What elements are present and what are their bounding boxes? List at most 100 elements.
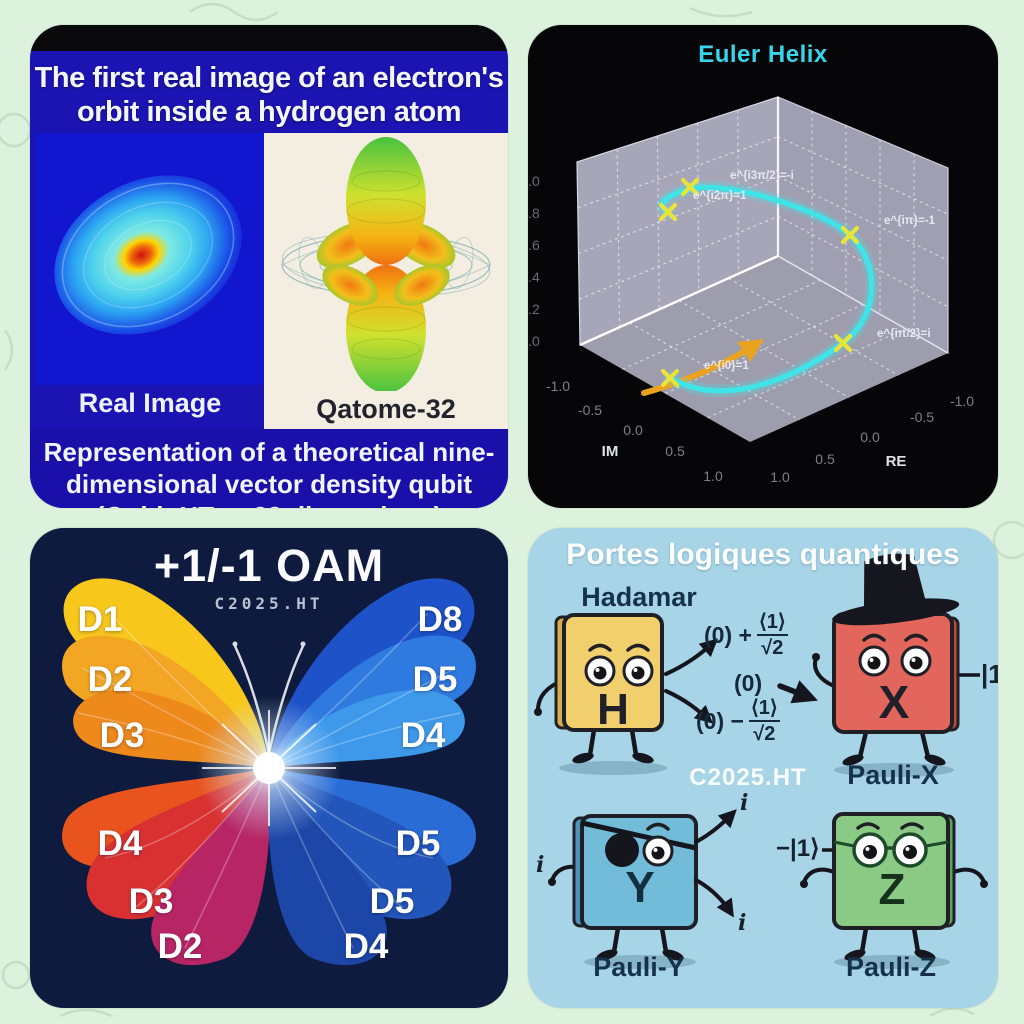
butterfly-title: +1/-1 OAM — [153, 540, 385, 591]
im-tick: -0.5 — [578, 402, 602, 418]
electron-caption: Representation of a theoretical nine- di… — [30, 429, 508, 508]
wing-label: D2 — [157, 927, 203, 966]
origin-arrow — [641, 339, 765, 396]
fraction: ⟨1⟩ √2 — [748, 698, 780, 745]
i-label: i — [738, 910, 746, 936]
wing-label: D5 — [412, 660, 458, 699]
pauli-z-gate-figure: Z — [800, 812, 988, 969]
orbital-lobe-top — [346, 137, 426, 265]
panel-euler-helix: Euler Helix — [528, 25, 998, 508]
electron-title-line1: The first real image of an electron's — [34, 62, 504, 94]
i-label: i — [740, 790, 748, 816]
euler-3d-plot: e^{i0}=1 e^{iπ/2}=i e^{iπ}=-1 e^{i3π/2}=… — [528, 96, 974, 485]
gates-watermark: C2025.HT — [689, 764, 807, 791]
wing-label: D1 — [77, 600, 123, 639]
eyepatch-strap — [581, 820, 697, 851]
equation-h-plus: (0) + ⟨1⟩ √2 — [704, 612, 788, 658]
gates-title: Portes logiques quantiques — [566, 538, 960, 571]
z-tick: 0.0 — [528, 333, 540, 349]
point-label-t360: e^{i2π}=1 — [693, 190, 747, 202]
real-image-label: Real Image — [78, 388, 222, 418]
fraction-denominator: √2 — [753, 723, 776, 745]
wing-label: D4 — [97, 824, 143, 863]
butterfly-image — [62, 578, 476, 966]
gates-cartoon: H — [534, 553, 988, 969]
z-axis-ticks: 1.0 0.8 0.6 0.4 0.2 0.0 — [528, 173, 540, 349]
x-output-ket: |1⟩ — [981, 659, 998, 689]
im-axis-ticks: -1.0 -0.5 0.0 0.5 1.0 — [546, 378, 723, 484]
equation-mid: (0) — [734, 670, 763, 696]
qatome-card: Qatome-32 — [264, 133, 508, 429]
x-letter: X — [879, 676, 910, 728]
wing-label: D3 — [99, 716, 145, 755]
i-label: i — [536, 852, 544, 878]
y-output-arrows — [694, 809, 737, 918]
glasses-icon — [833, 832, 949, 868]
plot-box-edges — [576, 96, 949, 355]
wing-label: D4 — [343, 927, 389, 966]
im-tick: 0.5 — [665, 443, 685, 459]
euler-title: Euler Helix — [698, 41, 828, 68]
z-input-ket: −|1⟩ — [776, 835, 820, 862]
top-hat-icon — [832, 553, 960, 626]
eq-minus-prefix: (0) − — [696, 707, 744, 734]
panel-oam-butterfly: +1/-1 OAM C2025.HT D1 D2 D3 D4 D3 D2 D8 … — [30, 528, 508, 1008]
electron-title: The first real image of an electron's or… — [30, 61, 508, 129]
re-tick: 1.0 — [770, 469, 790, 485]
caption-line1: Representation of a theoretical nine- — [43, 437, 495, 467]
googly-eyes — [584, 655, 654, 687]
pauli-z-name: Pauli-Z — [845, 952, 936, 982]
butterfly-watermark: C2025.HT — [214, 594, 324, 613]
orbital-3d-image — [281, 137, 491, 391]
z-tick: 0.2 — [528, 301, 540, 317]
y-letter: Y — [625, 863, 654, 912]
z-tick: 0.4 — [528, 269, 540, 285]
re-tick: 0.0 — [860, 429, 880, 445]
z-tick: 0.6 — [528, 237, 540, 253]
pauli-y-gate-figure: Y i i i — [536, 790, 748, 969]
eq-plus-prefix: (0) + — [704, 621, 752, 648]
fraction-denominator: √2 — [761, 637, 784, 659]
z-letter: Z — [879, 865, 906, 914]
panel-quantum-gates: H — [528, 528, 998, 1008]
wing-label: D5 — [369, 882, 415, 921]
point-markers — [658, 177, 860, 388]
point-label-t180: e^{iπ}=-1 — [884, 215, 936, 227]
hadamard-gate-figure: H — [534, 613, 667, 775]
h-output-arrows — [664, 638, 818, 724]
im-tick: 1.0 — [703, 468, 723, 484]
equation-h-minus: (0) − ⟨1⟩ √2 — [696, 698, 780, 744]
eyepatch-icon — [605, 833, 639, 867]
re-axis-ticks: 1.0 0.5 0.0 -0.5 -1.0 — [770, 393, 974, 485]
top-strip — [30, 25, 508, 51]
im-tick: 0.0 — [623, 422, 643, 438]
re-tick: -0.5 — [910, 409, 934, 425]
starburst-icon — [197, 696, 341, 840]
wing-label: D8 — [417, 600, 463, 639]
pauli-y-name: Pauli-Y — [593, 952, 685, 982]
point-label-t90: e^{iπ/2}=i — [877, 328, 931, 340]
wing-label: D5 — [395, 824, 441, 863]
point-label-t0: e^{i0}=1 — [704, 360, 749, 372]
im-axis-label: IM — [602, 443, 619, 460]
wing-label: D3 — [128, 882, 174, 921]
h-letter: H — [597, 685, 629, 734]
fraction: ⟨1⟩ √2 — [756, 612, 788, 659]
z-tick: 1.0 — [528, 173, 540, 189]
pauli-x-name: Pauli-X — [847, 760, 939, 790]
re-tick: 0.5 — [815, 451, 835, 467]
electron-title-line2: orbit inside a hydrogen atom — [77, 96, 462, 128]
hadamard-name: Hadamar — [581, 582, 697, 612]
wing-label: D2 — [87, 660, 133, 699]
fraction-numerator: ⟨1⟩ — [748, 698, 780, 722]
im-tick: -1.0 — [546, 378, 570, 394]
googly-eyes — [858, 645, 932, 677]
fraction-numerator: ⟨1⟩ — [756, 612, 788, 636]
electron-density-image — [35, 133, 265, 385]
re-axis-label: RE — [886, 453, 907, 470]
re-tick: -1.0 — [950, 393, 974, 409]
caption-line3-clipped: (Qubit HT to 32 dimensions) — [30, 500, 508, 508]
helix-curve — [656, 180, 879, 398]
